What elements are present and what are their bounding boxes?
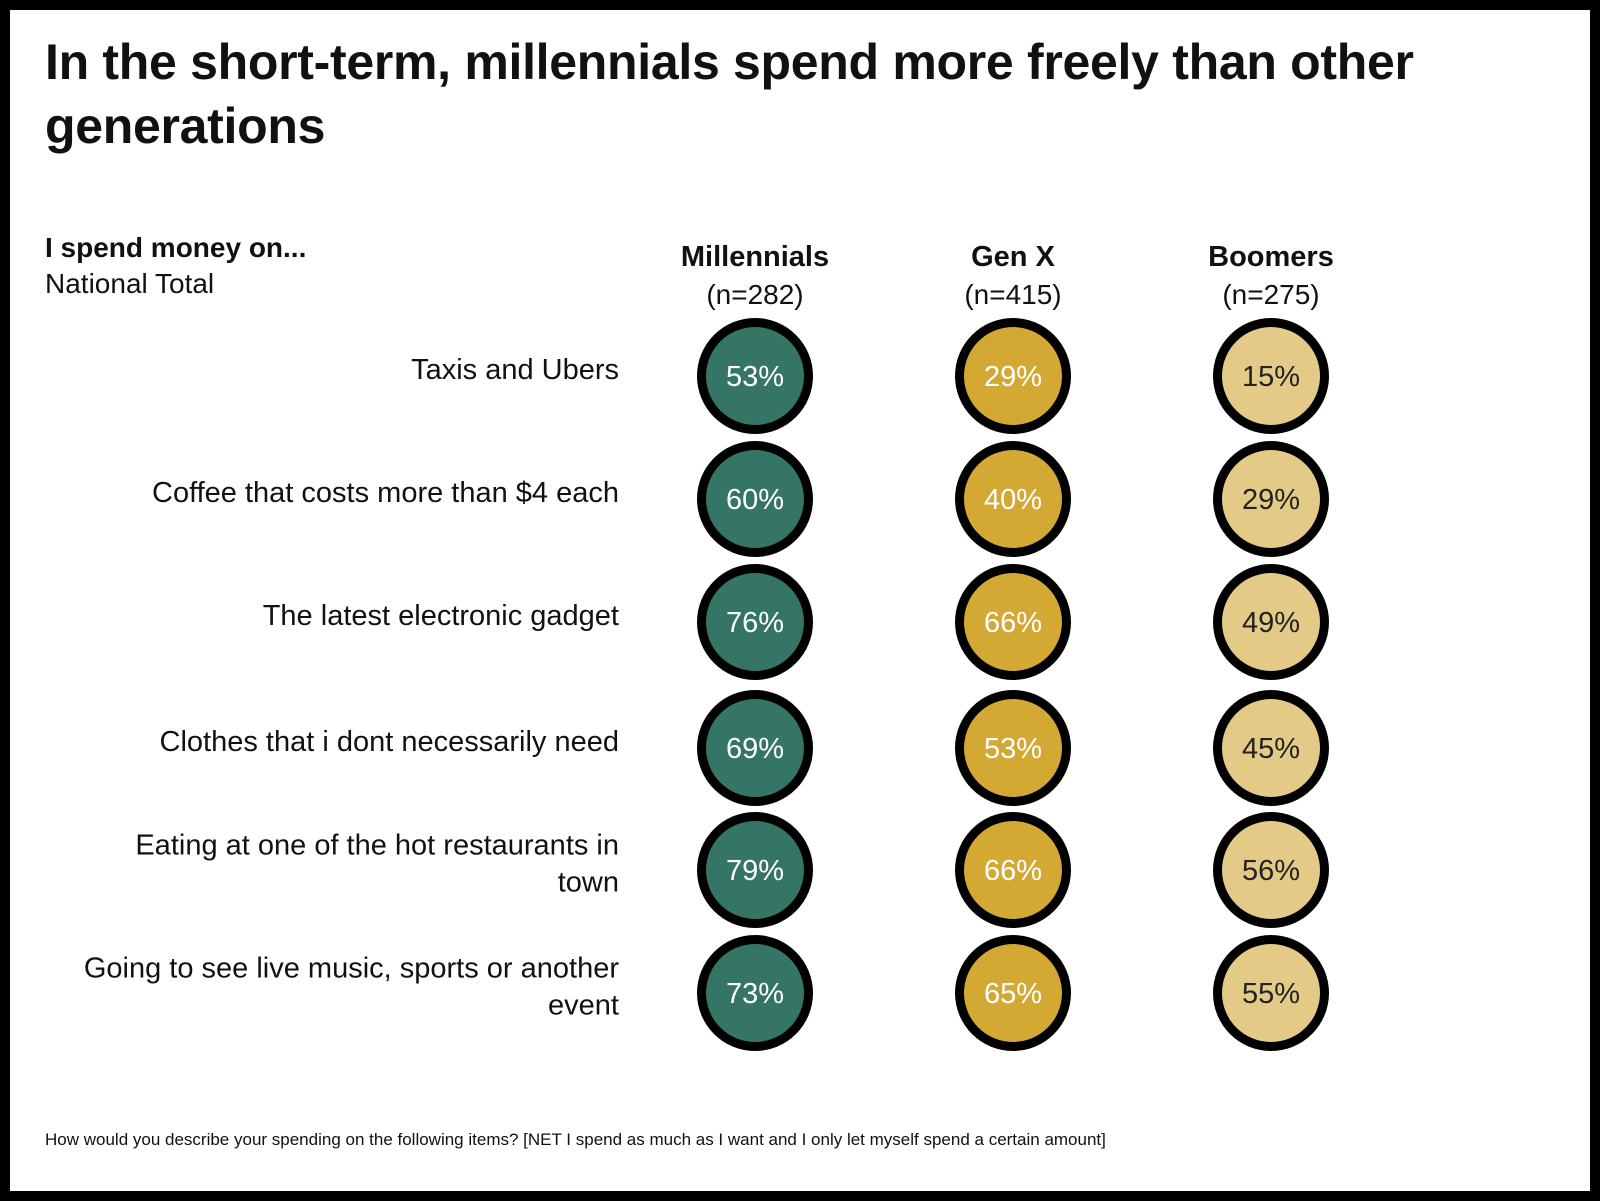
column-header-millennials: Millennials [681,241,829,273]
value-circle [706,327,804,425]
chart-subtitle-secondary: National Total [45,268,215,299]
chart-subtitle: I spend money on... [45,232,307,263]
value-label: 40% [984,484,1042,516]
value-circle [964,450,1062,548]
value-label: 76% [726,607,784,639]
value-circle [964,699,1062,797]
value-circle [706,573,804,671]
value-label: 45% [1242,733,1300,765]
value-label: 66% [984,607,1042,639]
value-circle [964,327,1062,425]
value-circle [706,450,804,548]
row-label: Going to see live music, sports or anoth… [84,953,619,985]
row-label: Taxis and Ubers [411,354,619,386]
row-label: Coffee that costs more than $4 each [152,477,619,509]
value-circle [1222,450,1320,548]
value-label: 53% [726,361,784,393]
column-header-boomers: Boomers [1208,241,1334,273]
row-label: event [548,990,619,1022]
page-title: In the short-term, millennials spend mor… [45,34,1414,154]
slide-frame: In the short-term, millennials spend mor… [10,10,1590,1191]
value-circle [706,944,804,1042]
value-label: 66% [984,855,1042,887]
value-label: 53% [984,733,1042,765]
value-circle [1222,699,1320,797]
value-circle [1222,821,1320,919]
value-circle [1222,327,1320,425]
value-label: 69% [726,733,784,765]
generation-spending-chart: Millennials (n=282) Gen X (n=415) Boomers (n=… [84,241,1334,1051]
value-label: 56% [1242,855,1300,887]
footnote: How would you describe your spending on … [45,1130,1106,1149]
column-sample-size-millennials: (n=282) [706,279,803,310]
value-label: 65% [984,978,1042,1010]
row-label: Clothes that i dont necessarily need [160,726,619,758]
value-label: 49% [1242,607,1300,639]
column-sample-size-gen-x: (n=415) [964,279,1061,310]
value-circle [1222,944,1320,1042]
row-label: town [558,867,619,899]
row-label: The latest electronic gadget [263,600,619,632]
value-label: 15% [1242,361,1300,393]
row-label: Eating at one of the hot restaurants in [135,830,619,862]
value-label: 73% [726,978,784,1010]
value-circle [706,821,804,919]
value-circle [706,699,804,797]
value-label: 29% [984,361,1042,393]
value-circle [1222,573,1320,671]
value-label: 55% [1242,978,1300,1010]
value-circle [964,573,1062,671]
value-label: 29% [1242,484,1300,516]
value-circle [964,821,1062,919]
column-sample-size-boomers: (n=275) [1222,279,1319,310]
value-label: 79% [726,855,784,887]
column-header-gen-x: Gen X [971,241,1055,273]
value-label: 60% [726,484,784,516]
value-circle [964,944,1062,1042]
